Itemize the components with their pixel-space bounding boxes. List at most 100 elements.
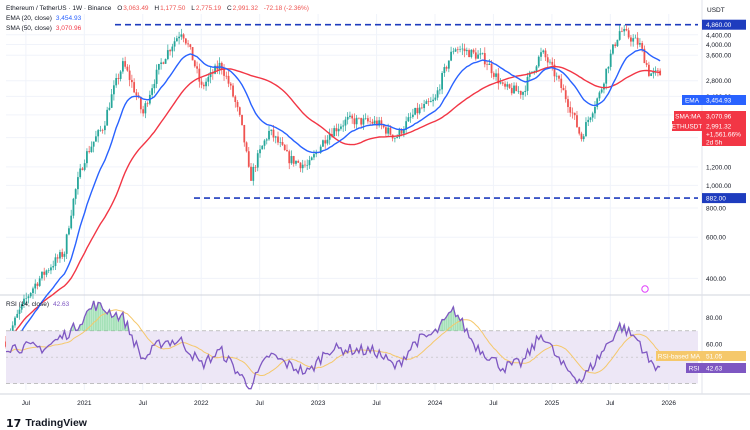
candle-body: [184, 38, 187, 44]
candle-body: [288, 151, 291, 164]
candle-body: [45, 270, 48, 275]
candle-body: [43, 271, 46, 275]
candle-body: [492, 73, 495, 77]
rsi-legend[interactable]: RSI (14, close) 42.63: [6, 300, 73, 309]
candle-body: [344, 119, 347, 126]
candle-body: [16, 313, 19, 318]
candle-body: [265, 139, 268, 141]
candle-body: [209, 72, 212, 78]
candle-body: [328, 133, 331, 140]
candle-body: [286, 150, 288, 152]
candle-body: [155, 69, 158, 84]
candle-body: [609, 53, 612, 67]
candle-body: [342, 125, 345, 127]
rsi-tick-label: 60.00: [706, 342, 723, 349]
candle-body: [427, 101, 430, 103]
candle-body: [162, 62, 165, 64]
candle-body: [292, 156, 295, 164]
price-value-bg: [702, 121, 746, 146]
candle-body: [438, 89, 441, 91]
sma-legend[interactable]: SMA (50, close) 3,070.96: [6, 24, 85, 33]
rsi-overbought-fill: [70, 300, 630, 331]
candle-body: [562, 87, 565, 91]
candle-body: [274, 136, 277, 138]
candle-body: [74, 189, 77, 199]
candle-body: [335, 128, 338, 132]
candle-body: [495, 73, 497, 77]
candle-body: [360, 117, 363, 125]
candle-body: [371, 121, 374, 124]
candle-body: [270, 129, 273, 131]
candle-body: [549, 61, 551, 63]
time-tick-label: Jul: [255, 400, 264, 407]
candle-body: [369, 121, 372, 122]
time-tick-label: Jul: [22, 400, 31, 407]
low-label: L: [191, 5, 195, 12]
candle-body: [483, 53, 486, 65]
tradingview-logo-text: TradingView: [25, 417, 87, 429]
candle-body: [349, 115, 351, 117]
candle-body: [243, 125, 246, 143]
price-tick-label: 2,800.00: [706, 78, 732, 85]
tradingview-logo[interactable]: 17 TradingView: [6, 417, 87, 430]
candle-body: [295, 160, 297, 164]
candle-body: [465, 50, 468, 52]
candle-body: [52, 266, 55, 268]
rsi-ma-badge-value-bg: [702, 351, 746, 361]
candle-body: [605, 68, 608, 84]
time-tick-label: Jul: [372, 400, 381, 407]
candle-body: [414, 107, 417, 115]
candle-body: [603, 83, 605, 90]
candle-body: [621, 31, 623, 32]
candle-body: [393, 137, 396, 139]
candle-body: [157, 63, 160, 70]
candle-body: [468, 50, 470, 58]
candle-body: [632, 38, 635, 42]
candle-body: [537, 56, 540, 67]
candle-body: [420, 107, 423, 109]
candle-body: [117, 78, 120, 79]
candle-body: [121, 61, 124, 72]
candle-body: [319, 146, 322, 153]
currency-text: USDT: [707, 7, 725, 14]
candle-body: [77, 177, 79, 190]
candle-body: [223, 69, 225, 76]
candle-body: [643, 48, 646, 64]
candle-body: [308, 160, 311, 166]
candle-body: [301, 164, 304, 169]
candle-body: [32, 288, 34, 294]
price-tick-label: 4,400.00: [706, 32, 732, 39]
candle-body: [528, 72, 531, 77]
close-value: 2,991.32: [232, 5, 258, 12]
price-tick-label: 400.00: [706, 276, 726, 283]
candle-body: [297, 160, 300, 163]
candle-body: [634, 37, 637, 39]
candle-body: [362, 118, 365, 125]
rsi-legend-value: 42.63: [53, 301, 70, 308]
candle-body: [200, 81, 203, 85]
symbol-title[interactable]: Ethereum / TetherUS · 1W · Binance: [6, 5, 112, 12]
time-tick-label: Jul: [139, 400, 148, 407]
candle-body: [434, 97, 437, 100]
time-tick-label: 2026: [662, 400, 677, 407]
candle-body: [481, 53, 484, 54]
time-tick-label: Jul: [606, 400, 615, 407]
candle-body: [384, 127, 387, 134]
candle-body: [486, 64, 488, 65]
rsi-line: [5, 300, 661, 390]
chart-header: Ethereum / TetherUS · 1W · Binance O3,06…: [6, 4, 746, 13]
ema-legend-label: EMA (20, close): [6, 15, 52, 22]
candle-body: [555, 75, 558, 77]
candle-body: [182, 34, 185, 39]
ema-legend[interactable]: EMA (20, close) 3,454.93: [6, 14, 85, 23]
candle-body: [470, 49, 473, 58]
candle-body: [380, 120, 383, 126]
candle-body: [106, 109, 109, 126]
currency-label: USDT: [707, 6, 729, 15]
candle-body: [504, 83, 506, 87]
candle-body: [227, 75, 230, 84]
candle-body: [463, 48, 466, 52]
candle-body: [333, 128, 336, 137]
candle-body: [153, 83, 156, 89]
